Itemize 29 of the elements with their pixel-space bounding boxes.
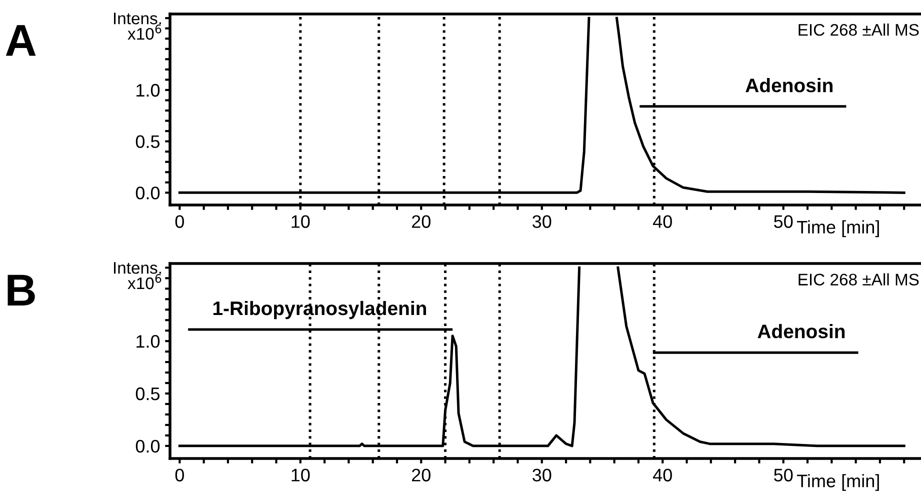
x-tick-label: 0 (175, 215, 184, 228)
annotation: EIC 268 ±All MS (798, 24, 919, 36)
y-tick-label: 0.5 (136, 387, 160, 400)
x-tick-label: 50 (774, 468, 793, 482)
x-tick-label: 10 (292, 468, 310, 482)
x-axis-title: Time [min] (797, 220, 879, 238)
x-tick-label: 30 (532, 468, 552, 482)
chart-title: B (8, 274, 35, 306)
x-tick-label: 40 (652, 215, 672, 228)
x-tick-label: 50 (774, 215, 793, 228)
y-tick-label: 0.0 (136, 186, 160, 200)
y-tick-label: 0.0 (136, 440, 160, 453)
x-tick-label: 10 (292, 215, 310, 228)
x-tick-label: 20 (412, 215, 430, 228)
annotation: EIC 268 ±All MS (798, 273, 919, 286)
y-tick-label: 0.5 (136, 135, 160, 148)
x-tick-label: 20 (412, 468, 430, 482)
y-axis-title: Intens. x10$^{6}$ (114, 262, 162, 290)
x-tick-label: 30 (532, 215, 552, 228)
x-tick-label: 40 (652, 468, 672, 482)
annotation: 1-Ribopyranosyladenin (213, 300, 426, 320)
chart-title: A (6, 25, 36, 56)
annotation: Adenosin (758, 324, 845, 338)
y-axis-title: Intens. x10$^{6}$ (114, 12, 162, 40)
y-tick-label: 1.0 (136, 84, 160, 97)
x-axis-title: Time [min] (797, 474, 879, 491)
annotation: Adenosin (746, 78, 832, 92)
y-tick-label: 1.0 (136, 335, 160, 348)
x-tick-label: 0 (175, 468, 184, 482)
